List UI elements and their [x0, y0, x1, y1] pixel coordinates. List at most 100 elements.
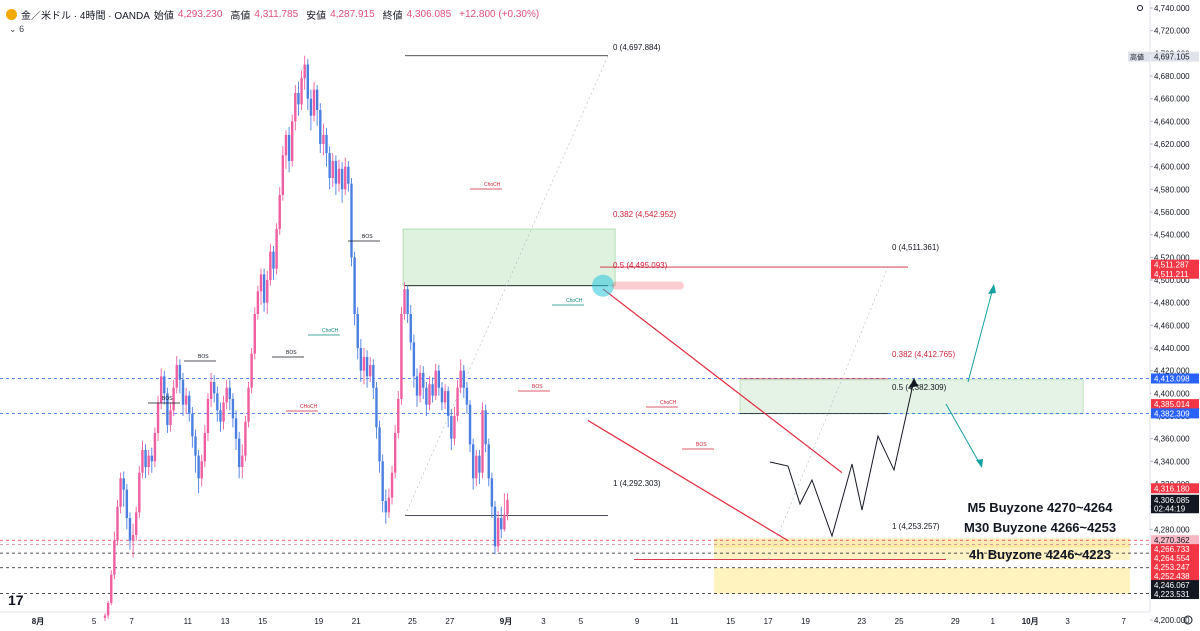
candle-body	[362, 357, 366, 371]
close-value: 4,306.085	[406, 9, 452, 20]
candle-body	[135, 512, 138, 535]
time-tick-label: 15	[258, 617, 267, 626]
fib-label: 1 (4,253.257)	[892, 522, 940, 531]
teal-up-arrow	[967, 287, 994, 383]
teal-down-arrow-head	[976, 459, 983, 468]
candle-body	[163, 376, 166, 394]
candle-body	[369, 365, 372, 377]
candle-body	[128, 518, 132, 541]
candle-body	[250, 353, 253, 388]
price-tag-value: 02:44:19	[1154, 504, 1186, 513]
supply-zone-green-1	[402, 228, 616, 287]
change-value: +12.800 (+0.30%)	[459, 9, 540, 20]
h4-buyzone-rect	[714, 567, 1130, 594]
indicator-toggle[interactable]: ⌄ 6	[9, 24, 24, 35]
price-axis-panel[interactable]	[1150, 0, 1200, 631]
high-label: 高値	[230, 11, 251, 22]
price-tick-label: 4,620.000	[1154, 140, 1190, 149]
candle-body	[450, 416, 453, 439]
price-tick-label: 4,680.000	[1154, 72, 1190, 81]
structure-label: CHoCH	[300, 404, 318, 410]
candle-body	[269, 251, 272, 280]
structure-label: BOS	[198, 354, 209, 360]
candle-body	[309, 98, 313, 116]
candle-body	[222, 402, 225, 422]
candle-body	[244, 421, 247, 456]
time-tick-label: 5	[579, 617, 584, 626]
h4-buyzone-label: 4h Buyzone 4246~4223	[969, 547, 1111, 562]
candle-body	[191, 413, 194, 437]
candle-body	[481, 410, 484, 473]
candle-body	[356, 314, 359, 348]
open-label: 始値	[153, 11, 174, 22]
candle-body	[181, 379, 185, 405]
candle-body	[219, 410, 222, 422]
candle-body	[347, 166, 350, 184]
candle-body	[138, 472, 141, 513]
open-value: 4,293.230	[177, 9, 223, 20]
candle-body	[294, 93, 297, 122]
candle-body	[209, 382, 213, 399]
m5-buyzone-label: M5 Buyzone 4270~4264	[968, 500, 1114, 515]
candle-body	[471, 444, 475, 479]
candle-body	[400, 314, 403, 399]
candle-body	[141, 450, 144, 473]
price-tag-value: 4,385.014	[1154, 400, 1190, 409]
candle-body	[387, 497, 391, 513]
structure-label: ChoCH	[566, 298, 583, 304]
candle-body	[506, 499, 509, 515]
candle-body	[353, 257, 356, 314]
price-tag-bg	[1151, 544, 1199, 555]
candle-body	[172, 387, 175, 411]
teal-up-arrow-head	[988, 284, 996, 294]
candle-body	[406, 289, 409, 314]
fib-label: 0.382 (4,412.765)	[892, 350, 955, 359]
time-tick-label: 15	[726, 617, 735, 626]
price-tag-value: 4,266.733	[1154, 545, 1190, 554]
symbol-title[interactable]: 金／米ドル · 4時間 · OANDA	[21, 11, 150, 22]
candle-body	[150, 455, 153, 462]
candle-body	[397, 399, 400, 433]
candle-body	[291, 121, 294, 161]
price-tick-label: 4,360.000	[1154, 435, 1190, 444]
candle-body	[503, 514, 506, 530]
candle-body	[403, 289, 406, 314]
price-tick-label: 4,340.000	[1154, 457, 1190, 466]
structure-label: ChoCH	[322, 328, 339, 334]
fib-label: 1 (4,292.303)	[613, 479, 661, 488]
settings-icon[interactable]	[1137, 5, 1143, 11]
candle-body	[415, 376, 419, 396]
candle-body	[275, 229, 278, 269]
candle-body	[337, 168, 341, 184]
fib-label: 0.5 (4,382.309)	[892, 383, 947, 392]
price-tag-bg	[1151, 503, 1199, 514]
candle-body	[166, 393, 169, 426]
candle-body	[462, 370, 465, 388]
time-tick-label: 8月	[32, 617, 44, 626]
price-tick-label: 4,580.000	[1154, 185, 1190, 194]
price-tag-bg	[1151, 408, 1199, 419]
candle-body	[350, 183, 353, 258]
candle-body	[484, 410, 487, 445]
fib-label: 0 (4,511.361)	[892, 243, 939, 252]
candle-body	[259, 274, 263, 292]
candle-body	[122, 478, 125, 490]
fib-highlight-pill	[612, 281, 684, 290]
price-tag-bg	[1151, 589, 1199, 600]
price-tag-bg	[1151, 562, 1199, 573]
candle-body	[381, 461, 384, 501]
time-tick-label: 3	[541, 617, 546, 626]
candle-body	[253, 314, 256, 354]
price-tag-value: 4,697.105	[1154, 53, 1190, 62]
price-tag-bg	[1151, 483, 1199, 494]
candle-body	[412, 342, 416, 377]
price-tick-label: 4,500.000	[1154, 276, 1190, 285]
gear-icon[interactable]	[1183, 615, 1193, 625]
candle-body	[478, 455, 481, 473]
time-tick-label: 10月	[1022, 617, 1039, 626]
time-tick-label: 1	[990, 617, 995, 626]
candle-body	[200, 461, 203, 479]
candle-body	[422, 372, 425, 388]
candle-body	[425, 387, 428, 405]
